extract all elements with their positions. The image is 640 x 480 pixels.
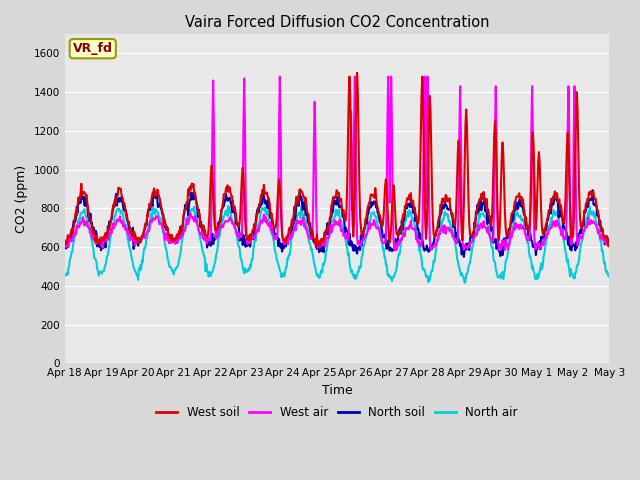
Text: VR_fd: VR_fd bbox=[73, 42, 113, 55]
Y-axis label: CO2 (ppm): CO2 (ppm) bbox=[15, 165, 28, 233]
Legend: West soil, West air, North soil, North air: West soil, West air, North soil, North a… bbox=[152, 401, 522, 423]
X-axis label: Time: Time bbox=[322, 384, 353, 397]
Title: Vaira Forced Diffusion CO2 Concentration: Vaira Forced Diffusion CO2 Concentration bbox=[185, 15, 489, 30]
